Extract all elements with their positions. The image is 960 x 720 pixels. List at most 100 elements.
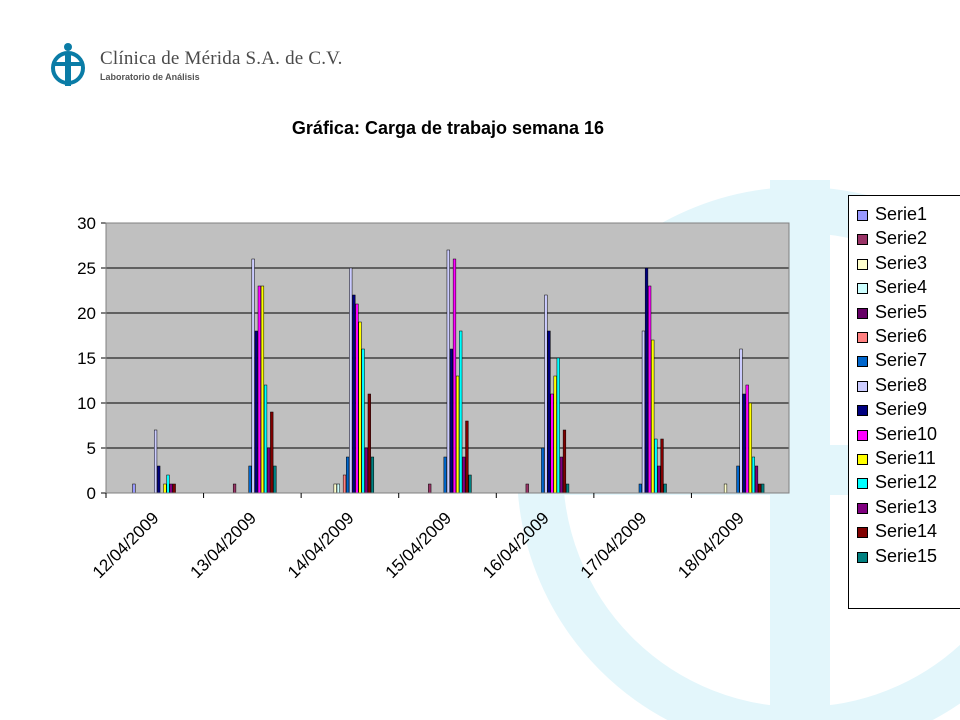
bar-serie11-3 [456,375,460,494]
bar-serie13-5 [657,465,661,494]
legend-swatch [857,405,868,417]
bar-serie9-0 [157,465,161,494]
bar-serie7-1 [248,465,252,494]
bar-serie14-5 [660,438,664,494]
bar-serie8-0 [153,429,158,494]
bar-serie14-1 [270,411,274,494]
legend-swatch [857,380,868,392]
bar-serie10-5 [648,285,652,494]
bar-serie9-4 [547,330,551,494]
legend-label: Serie13 [875,496,938,517]
bar-serie15-1 [273,465,277,494]
bar-serie13-1 [267,447,271,494]
legend-label: Serie2 [875,228,928,249]
x-tick-label: 17/04/2009 [577,508,651,582]
bar-serie12-3 [459,330,463,494]
bar-serie9-6 [742,393,746,494]
bar-serie12-4 [556,357,560,494]
bar-serie14-6 [758,483,762,494]
org-subtitle: Laboratorio de Análisis [100,72,200,82]
bar-serie7-2 [346,456,350,494]
legend-swatch [857,210,868,221]
bar-serie6-2 [342,474,347,494]
legend-swatch [857,307,868,319]
legend-label: Serie11 [875,448,936,468]
legend-label: Serie12 [875,472,938,493]
legend-swatch [857,478,868,490]
bar-serie2-3 [428,483,432,494]
bar-serie14-4 [562,429,567,494]
legend-label: Serie6 [875,326,928,346]
bar-serie8-4 [544,294,548,494]
bar-serie14-2 [367,393,371,494]
bar-serie3-6 [723,483,728,494]
bar-serie8-1 [251,258,255,494]
legend-swatch [857,258,868,270]
x-tick-label: 12/04/2009 [89,508,163,582]
org-name: Clínica de Mérida S.A. de C.V. [100,48,343,69]
bar-serie13-4 [559,456,563,494]
x-tick-label: 13/04/2009 [186,508,260,582]
x-tick-label: 15/04/2009 [382,508,456,582]
y-tick-label: 30 [77,214,96,233]
bar-serie15-3 [468,474,472,494]
bar-serie15-2 [370,456,375,494]
bar-serie13-3 [462,456,466,494]
bar-serie11-4 [553,375,557,494]
legend-swatch [857,551,868,563]
bar-serie8-2 [349,267,353,494]
chart-title: Gráfica: Carga de trabajo semana 16 [291,118,605,138]
bar-serie9-5 [644,267,649,494]
bar-serie11-6 [748,402,752,494]
bar-serie12-6 [751,456,756,494]
legend-swatch [857,234,868,246]
bar-serie7-5 [638,483,642,494]
legend-label: Serie14 [875,521,938,542]
bar-serie8-3 [446,249,450,494]
bars [132,249,765,494]
bar-serie13-6 [754,465,759,494]
bar-serie12-1 [263,384,268,494]
y-tick-label: 10 [77,394,96,413]
bar-serie2-4 [525,483,529,494]
legend-swatch [857,502,868,514]
plot-border [105,222,790,494]
legend-swatch [857,356,868,368]
bar-serie14-3 [465,420,469,494]
bar-serie10-3 [452,258,457,494]
legend: Serie1 Serie2 Serie3 Serie4 Serie5 Serie6 Seri… [848,195,960,609]
bar-serie4-2 [336,483,340,494]
bar-serie10-2 [355,303,359,494]
y-tick-label: 20 [77,304,96,323]
y-tick-label: 5 [87,439,96,458]
bar-serie1-0 [132,483,136,494]
bar-serie11-5 [651,339,655,494]
bar-serie9-2 [352,294,356,494]
legend-swatch [857,527,868,539]
legend-label: Serie8 [875,374,928,395]
x-tick-label: 16/04/2009 [479,508,553,582]
clinic-logo: Clínica de Mérida S.A. de C.V. Laborator… [48,42,368,92]
legend-label: Serie15 [875,545,938,566]
bar-serie12-0 [166,474,170,494]
bar-serie12-2 [361,348,365,494]
bar-serie3-2 [333,483,337,494]
bar-serie15-4 [565,483,570,494]
x-tick-label: 18/04/2009 [674,508,748,582]
bar-serie10-4 [550,393,554,494]
y-tick-label: 15 [77,349,96,368]
bar-serie7-3 [443,456,447,494]
bar-serie15-6 [761,483,765,494]
legend-label: Serie4 [875,277,928,298]
legend-label: Serie1 [875,204,928,224]
bar-serie2-1 [232,483,237,494]
bar-serie10-1 [257,285,261,494]
bar-serie12-5 [654,438,658,494]
bar-serie9-1 [254,330,258,494]
bar-serie13-2 [364,447,368,494]
legend-label: Serie5 [875,301,928,322]
bar-serie13-0 [169,483,173,494]
bar-serie7-6 [736,465,740,494]
bar-serie8-6 [739,348,743,494]
